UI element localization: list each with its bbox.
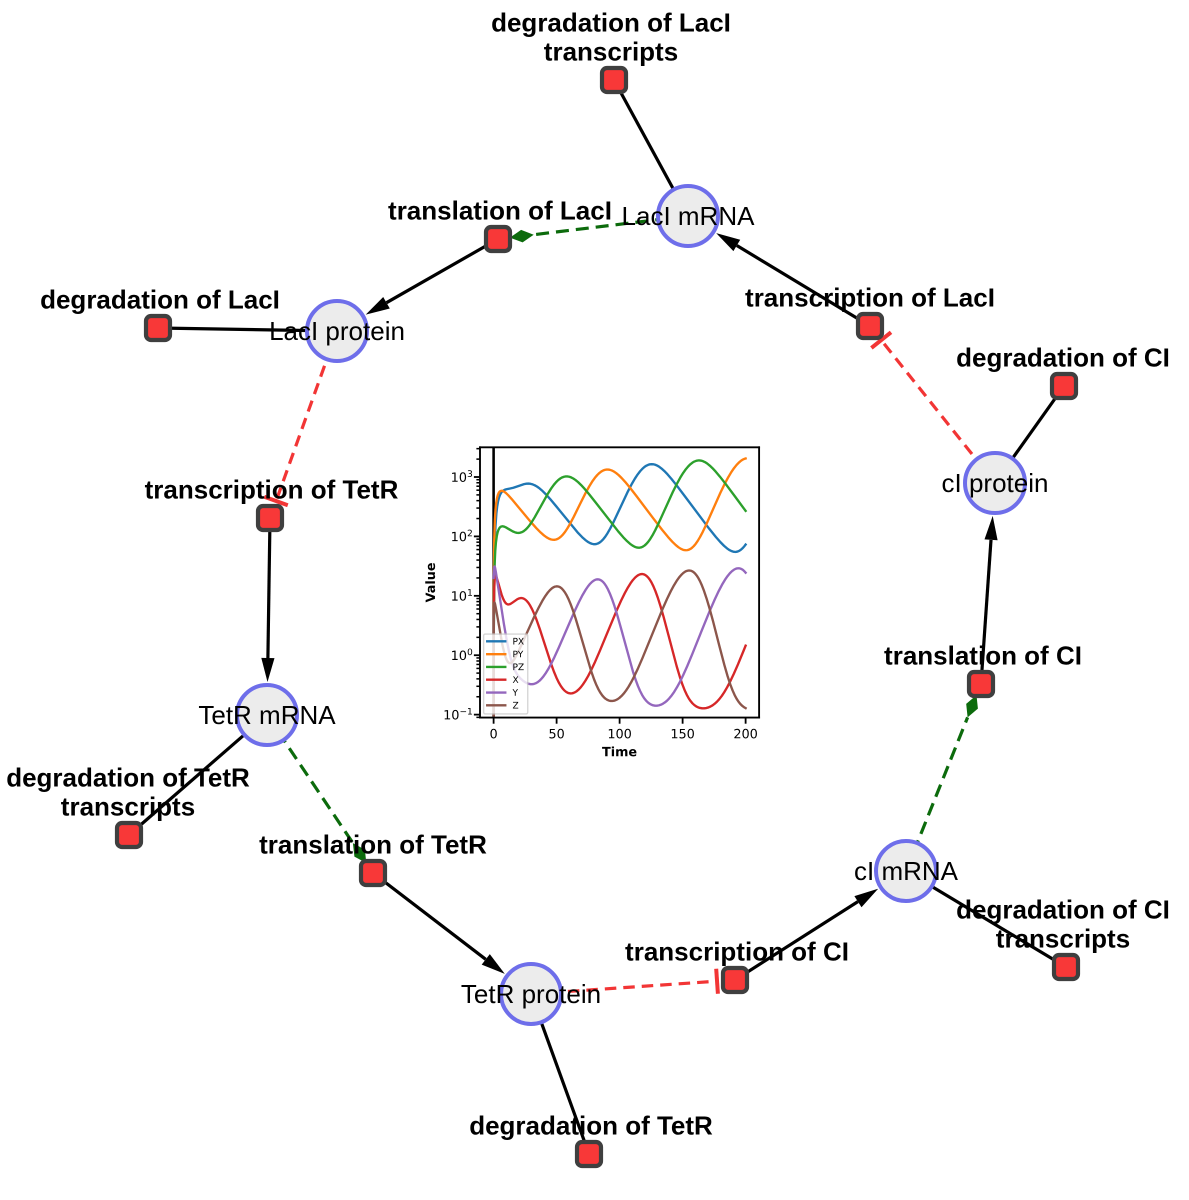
svg-text:LacI mRNA: LacI mRNA bbox=[622, 201, 756, 231]
svg-text:transcripts: transcripts bbox=[996, 924, 1130, 954]
svg-text:cI mRNA: cI mRNA bbox=[854, 856, 959, 886]
svg-text:transcripts: transcripts bbox=[544, 37, 678, 67]
svg-text:translation of TetR: translation of TetR bbox=[259, 830, 487, 860]
svg-text:transcription of LacI: transcription of LacI bbox=[745, 283, 995, 313]
svg-text:LacI protein: LacI protein bbox=[269, 316, 405, 346]
svg-text:transcription of CI: transcription of CI bbox=[625, 937, 849, 967]
svg-text:TetR protein: TetR protein bbox=[461, 979, 601, 1009]
svg-text:degradation of TetR: degradation of TetR bbox=[6, 763, 250, 793]
svg-text:transcripts: transcripts bbox=[61, 792, 195, 822]
svg-text:transcription of TetR: transcription of TetR bbox=[145, 475, 399, 505]
svg-text:degradation of LacI: degradation of LacI bbox=[491, 8, 731, 38]
svg-text:translation of LacI: translation of LacI bbox=[388, 196, 612, 226]
svg-text:TetR mRNA: TetR mRNA bbox=[198, 700, 336, 730]
svg-text:degradation of CI: degradation of CI bbox=[956, 895, 1170, 925]
svg-text:degradation of TetR: degradation of TetR bbox=[469, 1111, 713, 1141]
svg-text:translation of CI: translation of CI bbox=[884, 641, 1082, 671]
svg-text:degradation of CI: degradation of CI bbox=[956, 343, 1170, 373]
svg-text:cI protein: cI protein bbox=[942, 468, 1049, 498]
svg-text:degradation of LacI: degradation of LacI bbox=[40, 285, 280, 315]
